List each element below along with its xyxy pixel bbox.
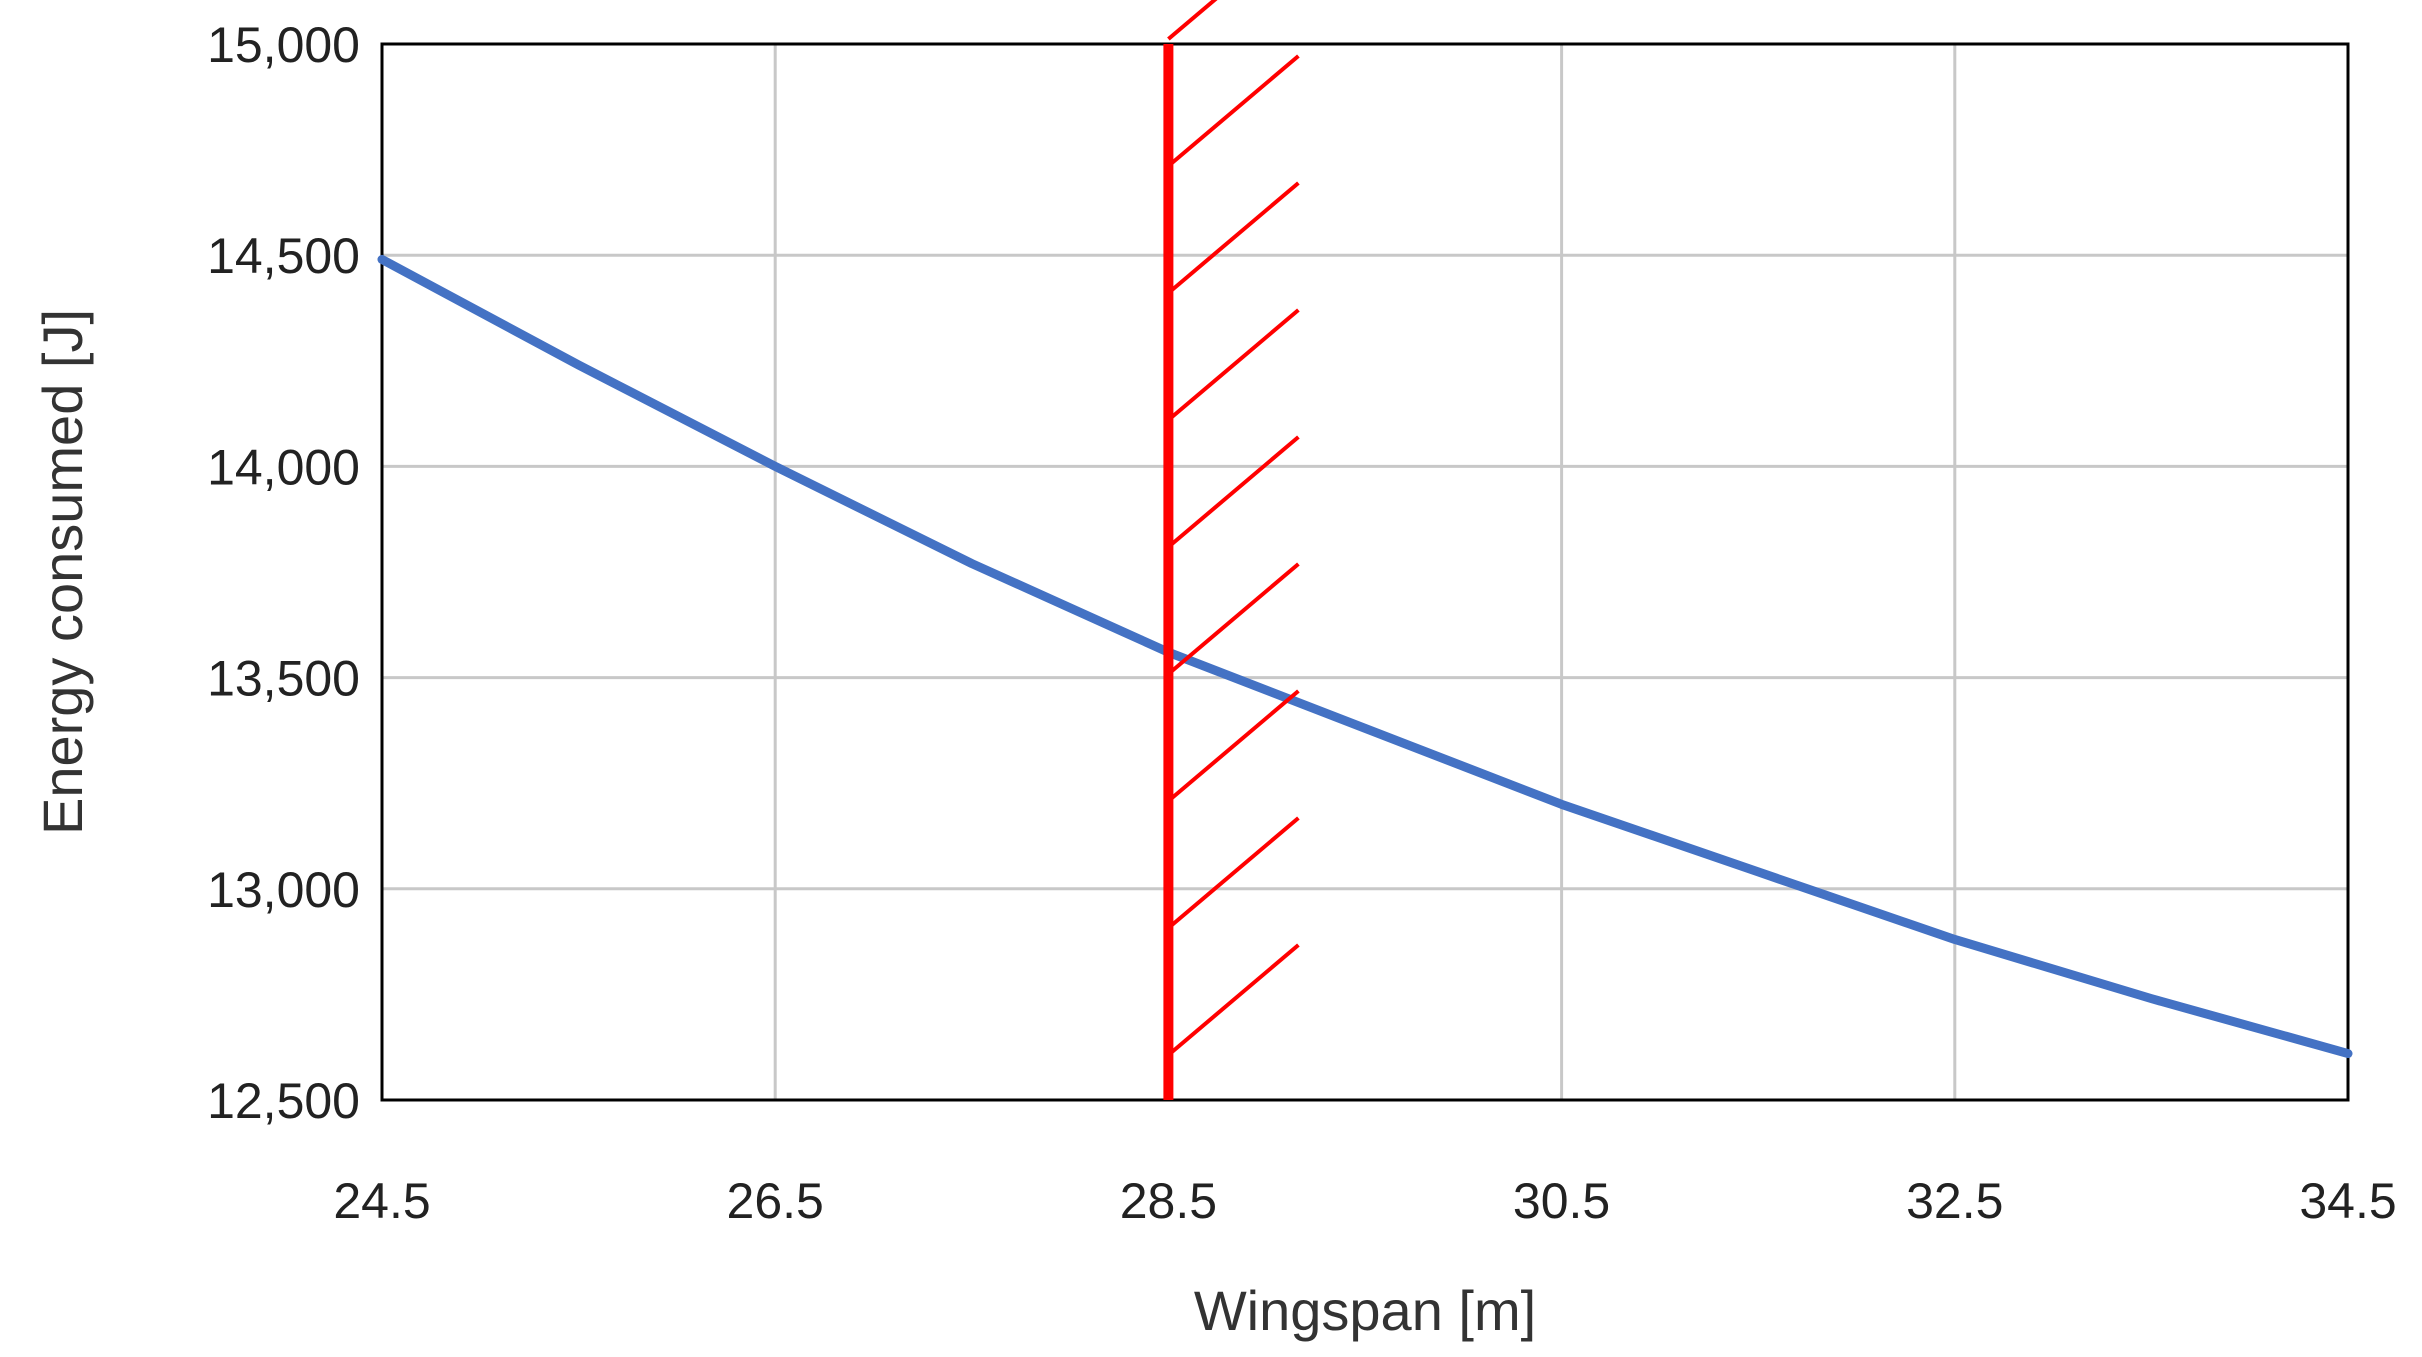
- x-tick-label: 24.5: [333, 1173, 430, 1229]
- x-tick-label: 26.5: [727, 1173, 824, 1229]
- grid: [380, 42, 2350, 1102]
- constraint-hatch-mark: [1167, 0, 1218, 41]
- y-tick-label: 12,500: [207, 1073, 360, 1129]
- x-axis-ticks: 24.5 26.5 28.5 30.5 32.5 34.5: [333, 1173, 2396, 1229]
- y-axis-title: Energy consumed [J]: [31, 309, 94, 835]
- constraint-hatch-mark: [1167, 943, 1300, 1057]
- constraint-hatch-mark: [1167, 54, 1300, 168]
- constraint-hatch-mark: [1167, 562, 1300, 676]
- y-tick-label: 15,000: [207, 17, 360, 73]
- x-tick-label: 32.5: [1906, 1173, 2003, 1229]
- wingspan-constraint: [1163, 0, 1300, 1100]
- y-tick-label: 13,000: [207, 862, 360, 918]
- constraint-hatch-mark: [1167, 689, 1300, 803]
- y-tick-label: 13,500: [207, 651, 360, 707]
- series-line: [377, 254, 2353, 1059]
- x-axis-title: Wingspan [m]: [1194, 1279, 1536, 1342]
- y-axis-ticks: 12,500 13,000 13,500 14,000 14,500 15,000: [207, 17, 360, 1129]
- x-tick-label: 30.5: [1513, 1173, 1610, 1229]
- y-tick-label: 14,000: [207, 439, 360, 495]
- x-tick-label: 34.5: [2299, 1173, 2396, 1229]
- plot-area-border: [380, 42, 2350, 1102]
- constraint-hatch-mark: [1167, 308, 1300, 422]
- series-layer: [377, 254, 2353, 1059]
- y-tick-label: 14,500: [207, 228, 360, 284]
- constraint-hatch-mark: [1167, 435, 1300, 549]
- constraint-hatch-mark: [1167, 816, 1300, 930]
- constraint-hatch-mark: [1167, 181, 1300, 295]
- x-tick-label: 28.5: [1120, 1173, 1217, 1229]
